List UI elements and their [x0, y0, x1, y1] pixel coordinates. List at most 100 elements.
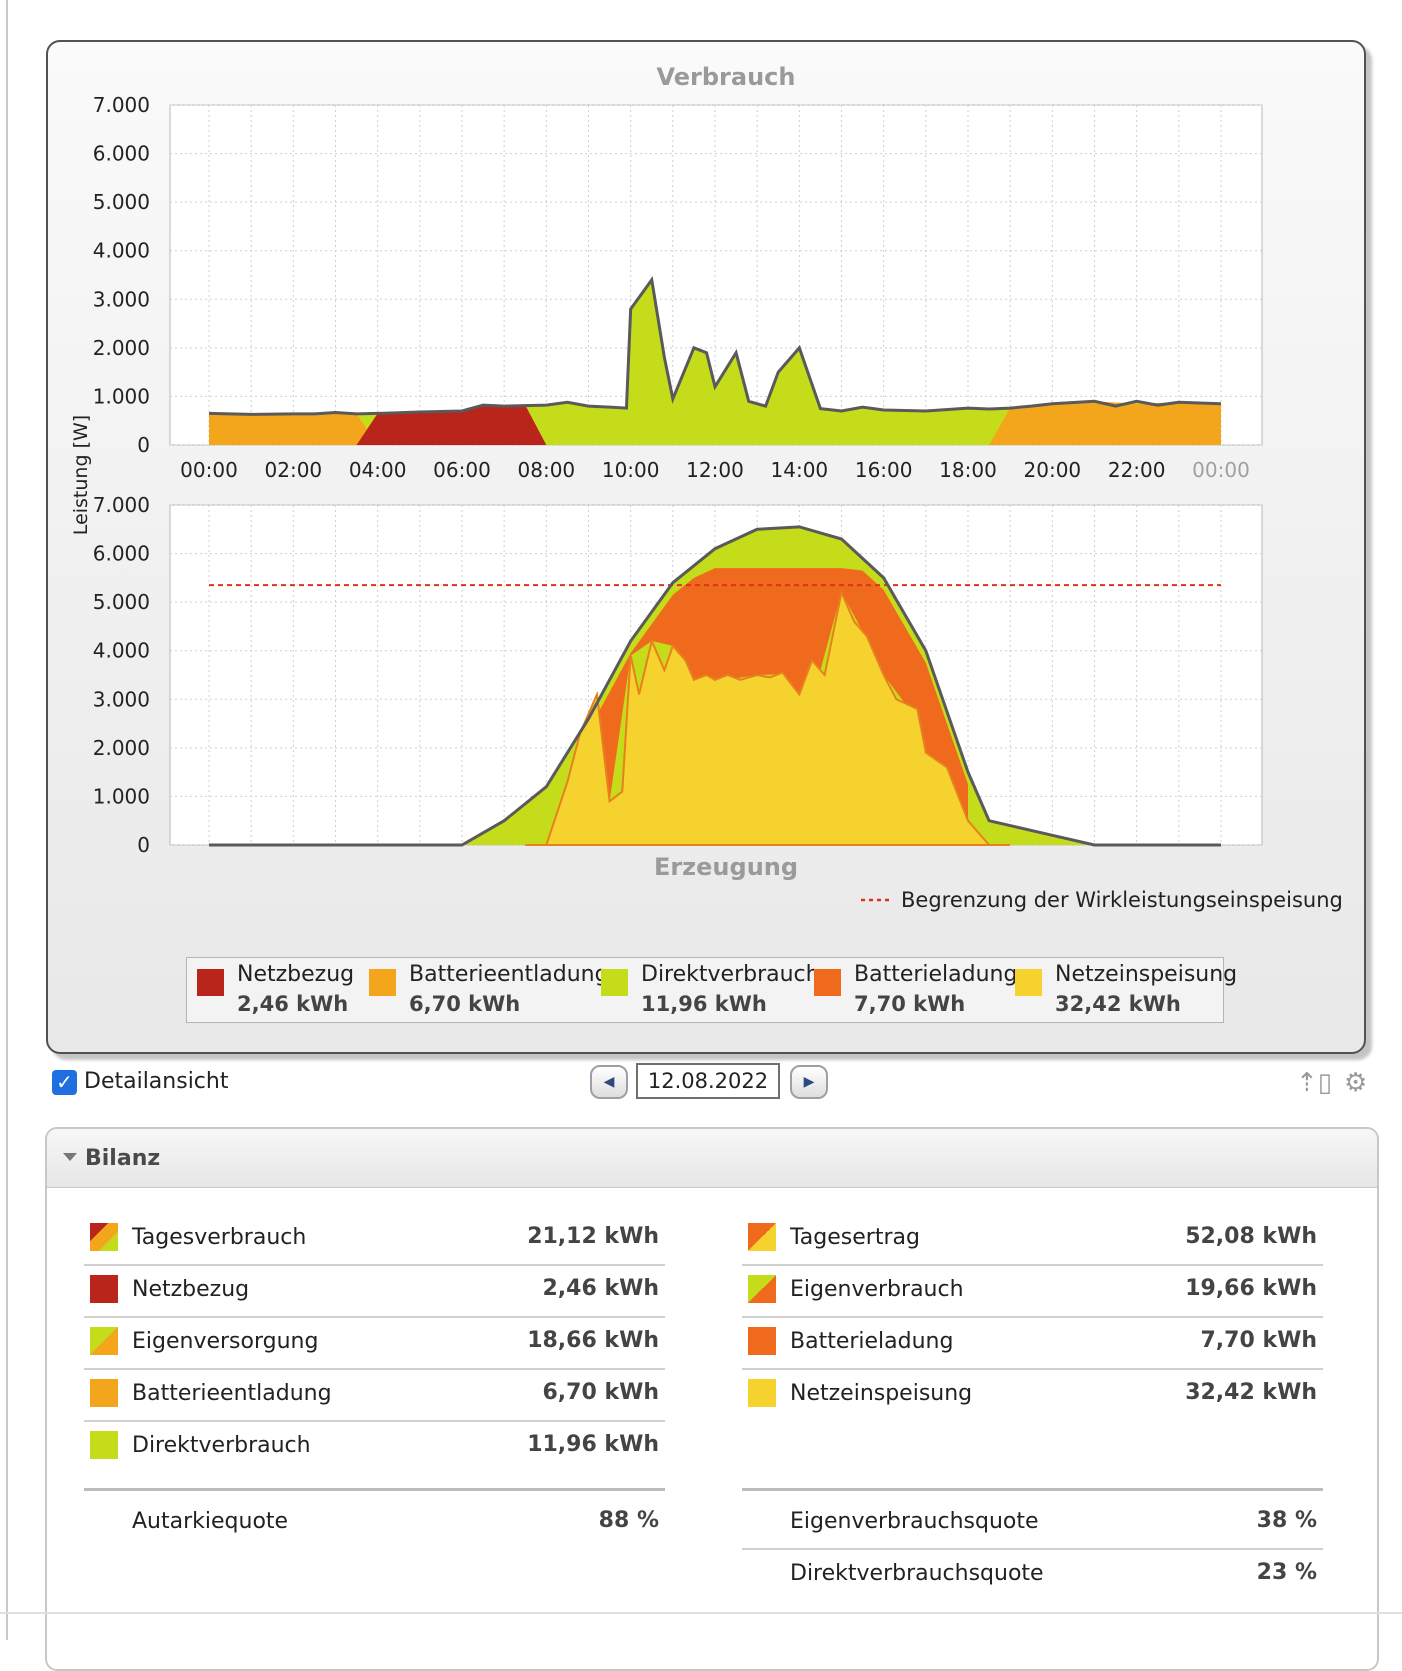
x-tick-label: 04:00: [349, 458, 407, 482]
total-line: [208, 276, 1222, 416]
bilanz-row: Eigenversorgung 18,66 kWh: [84, 1316, 665, 1370]
quote-value: 38 %: [1256, 1508, 1317, 1533]
bilanz-row: Batterieladung 7,70 kWh: [742, 1316, 1323, 1370]
y-tick-label: 0: [137, 433, 150, 457]
bilanz-title: Bilanz: [85, 1146, 161, 1171]
quote-label: Autarkiequote: [132, 1509, 289, 1534]
legend-value: 6,70 kWh: [409, 992, 521, 1016]
chart-title-erzeugung: Erzeugung: [654, 853, 798, 881]
next-day-button[interactable]: ▶: [790, 1065, 828, 1099]
bilanz-label: Netzbezug: [132, 1277, 250, 1302]
x-tick-label: 20:00: [1024, 458, 1082, 482]
legend-value: 32,42 kWh: [1055, 992, 1181, 1016]
y-tick-label: 5.000: [93, 190, 150, 214]
bilanz-label: Tagesertrag: [790, 1225, 920, 1250]
legend-value: 7,70 kWh: [854, 992, 966, 1016]
x-tick-label: 10:00: [602, 458, 660, 482]
legend-label: Direktverbrauch: [641, 962, 820, 987]
arrow-right-icon: ▶: [803, 1074, 815, 1090]
collapse-triangle-icon[interactable]: [63, 1153, 77, 1161]
bilanz-panel: Bilanz Tagesverbrauch 21,12 kWh Netzbezu…: [45, 1127, 1379, 1671]
bottom-strip: [0, 1612, 1402, 1614]
swatch-icon: [90, 1327, 118, 1355]
bilanz-header[interactable]: Bilanz: [47, 1129, 1377, 1188]
y-tick-label: 3.000: [93, 687, 150, 711]
detail-checkbox[interactable]: ✓: [52, 1070, 77, 1095]
bilanz-value: 21,12 kWh: [527, 1224, 659, 1249]
y-tick-label: 5.000: [93, 590, 150, 614]
quote-row: Autarkiequote 88 %: [84, 1496, 665, 1548]
bilanz-value: 11,96 kWh: [527, 1432, 659, 1457]
gear-icon[interactable]: ⚙: [1344, 1068, 1368, 1098]
export-icon[interactable]: ⇡▯: [1296, 1068, 1333, 1098]
bilanz-value: 52,08 kWh: [1185, 1224, 1317, 1249]
quote-label: Eigenverbrauchsquote: [790, 1509, 1039, 1534]
x-tick-label: 22:00: [1108, 458, 1166, 482]
swatch-icon: [90, 1223, 118, 1251]
bilanz-value: 19,66 kWh: [1185, 1276, 1317, 1301]
swatch-icon: [748, 1223, 776, 1251]
legend-swatch: [814, 969, 841, 996]
y-tick-label: 2.000: [93, 736, 150, 760]
y-tick-label: 2.000: [93, 336, 150, 360]
arrow-left-icon: ◀: [603, 1074, 615, 1090]
legend-swatch: [1015, 969, 1042, 996]
bilanz-value: 32,42 kWh: [1185, 1380, 1317, 1405]
separator: [742, 1488, 1323, 1491]
swatch-icon: [748, 1275, 776, 1303]
y-tick-label: 4.000: [93, 639, 150, 663]
prev-day-button[interactable]: ◀: [590, 1065, 628, 1099]
energy-chart: 0 1.000 2.000 3.000 4.000 5.000 6.000 7.000 Verb…: [70, 63, 1343, 912]
x-tick-label: 06:00: [433, 458, 491, 482]
area-netzbezug: [356, 405, 547, 445]
swatch-icon: [748, 1379, 776, 1407]
x-tick-label: 16:00: [855, 458, 913, 482]
x-tick-label: 02:00: [265, 458, 323, 482]
legend-swatch: [369, 969, 396, 996]
bilanz-label: Eigenversorgung: [132, 1329, 319, 1354]
quote-value: 23 %: [1256, 1560, 1317, 1585]
y-tick-label: 0: [137, 833, 150, 857]
chart-title-verbrauch: Verbrauch: [657, 63, 796, 91]
detail-label[interactable]: Detailansicht: [84, 1069, 229, 1094]
x-tick-label: 12:00: [686, 458, 744, 482]
bilanz-row: Direktverbrauch 11,96 kWh: [84, 1420, 665, 1472]
y-tick-label: 6.000: [93, 542, 150, 566]
bilanz-label: Direktverbrauch: [132, 1433, 311, 1458]
bilanz-row: Netzbezug 2,46 kWh: [84, 1264, 665, 1318]
bilanz-label: Netzeinspeisung: [790, 1381, 973, 1406]
y-tick-label: 7.000: [93, 93, 150, 117]
swatch-icon: [90, 1379, 118, 1407]
y-tick-label: 6.000: [93, 142, 150, 166]
legend-swatch: [601, 969, 628, 996]
bilanz-row: Netzeinspeisung 32,42 kWh: [742, 1368, 1323, 1420]
separator: [84, 1488, 665, 1491]
legend-value: 11,96 kWh: [641, 992, 767, 1016]
legend-label: Batterieentladung: [409, 962, 609, 987]
bilanz-value: 18,66 kWh: [527, 1328, 659, 1353]
bilanz-row: Batterieentladung 6,70 kWh: [84, 1368, 665, 1422]
bilanz-row: Tagesertrag 52,08 kWh: [742, 1212, 1323, 1266]
bilanz-row: Eigenverbrauch 19,66 kWh: [742, 1264, 1323, 1318]
limit-legend-label: Begrenzung der Wirkleistungseinspeisung: [901, 888, 1343, 912]
bilanz-value: 7,70 kWh: [1200, 1328, 1318, 1353]
date-input[interactable]: 12.08.2022: [636, 1063, 780, 1099]
y-tick-label: 1.000: [93, 384, 150, 408]
quote-label: Direktverbrauchsquote: [790, 1561, 1044, 1586]
bilanz-row: Tagesverbrauch 21,12 kWh: [84, 1212, 665, 1266]
legend-label: Netzbezug: [237, 962, 355, 987]
y-tick-label: 1.000: [93, 784, 150, 808]
legend-swatch: [197, 969, 224, 996]
x-tick-label: 14:00: [771, 458, 829, 482]
area-netzeinspeisung: [525, 589, 1011, 846]
quote-row: Eigenverbrauchsquote 38 %: [742, 1496, 1323, 1550]
y-tick-label: 3.000: [93, 287, 150, 311]
y-tick-label: 7.000: [93, 493, 150, 517]
x-tick-label: 00:00: [1192, 458, 1250, 482]
quote-value: 88 %: [598, 1508, 659, 1533]
x-tick-label: 00:00: [180, 458, 238, 482]
bilanz-label: Batterieentladung: [132, 1381, 332, 1406]
swatch-icon: [90, 1431, 118, 1459]
legend-value: 2,46 kWh: [237, 992, 349, 1016]
page-frame-line: [6, 0, 8, 1640]
